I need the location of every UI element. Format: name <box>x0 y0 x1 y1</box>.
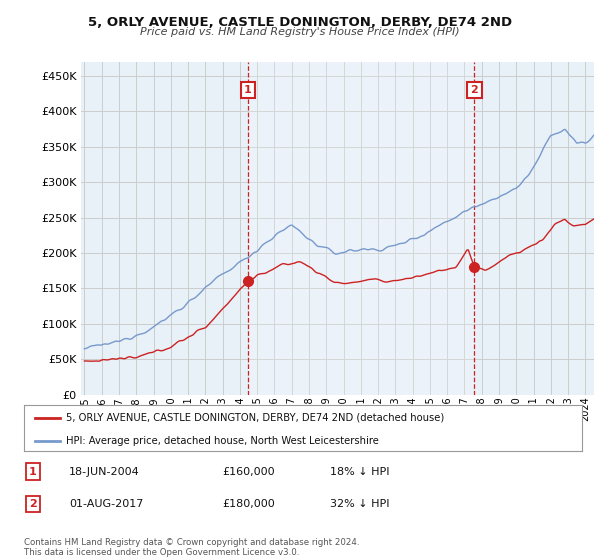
Bar <box>248 62 475 395</box>
Text: 5, ORLY AVENUE, CASTLE DONINGTON, DERBY, DE74 2ND: 5, ORLY AVENUE, CASTLE DONINGTON, DERBY,… <box>88 16 512 29</box>
Text: 5, ORLY AVENUE, CASTLE DONINGTON, DERBY, DE74 2ND (detached house): 5, ORLY AVENUE, CASTLE DONINGTON, DERBY,… <box>66 413 444 423</box>
Text: Contains HM Land Registry data © Crown copyright and database right 2024.
This d: Contains HM Land Registry data © Crown c… <box>24 538 359 557</box>
Text: HPI: Average price, detached house, North West Leicestershire: HPI: Average price, detached house, Nort… <box>66 436 379 446</box>
Text: 2: 2 <box>29 499 37 509</box>
Text: 18-JUN-2004: 18-JUN-2004 <box>69 466 140 477</box>
Text: £160,000: £160,000 <box>222 466 275 477</box>
Text: 32% ↓ HPI: 32% ↓ HPI <box>330 499 389 509</box>
Text: £180,000: £180,000 <box>222 499 275 509</box>
Text: 2: 2 <box>470 85 478 95</box>
Text: 18% ↓ HPI: 18% ↓ HPI <box>330 466 389 477</box>
Text: Price paid vs. HM Land Registry's House Price Index (HPI): Price paid vs. HM Land Registry's House … <box>140 27 460 37</box>
Text: 1: 1 <box>29 466 37 477</box>
Text: 01-AUG-2017: 01-AUG-2017 <box>69 499 143 509</box>
Text: 1: 1 <box>244 85 252 95</box>
